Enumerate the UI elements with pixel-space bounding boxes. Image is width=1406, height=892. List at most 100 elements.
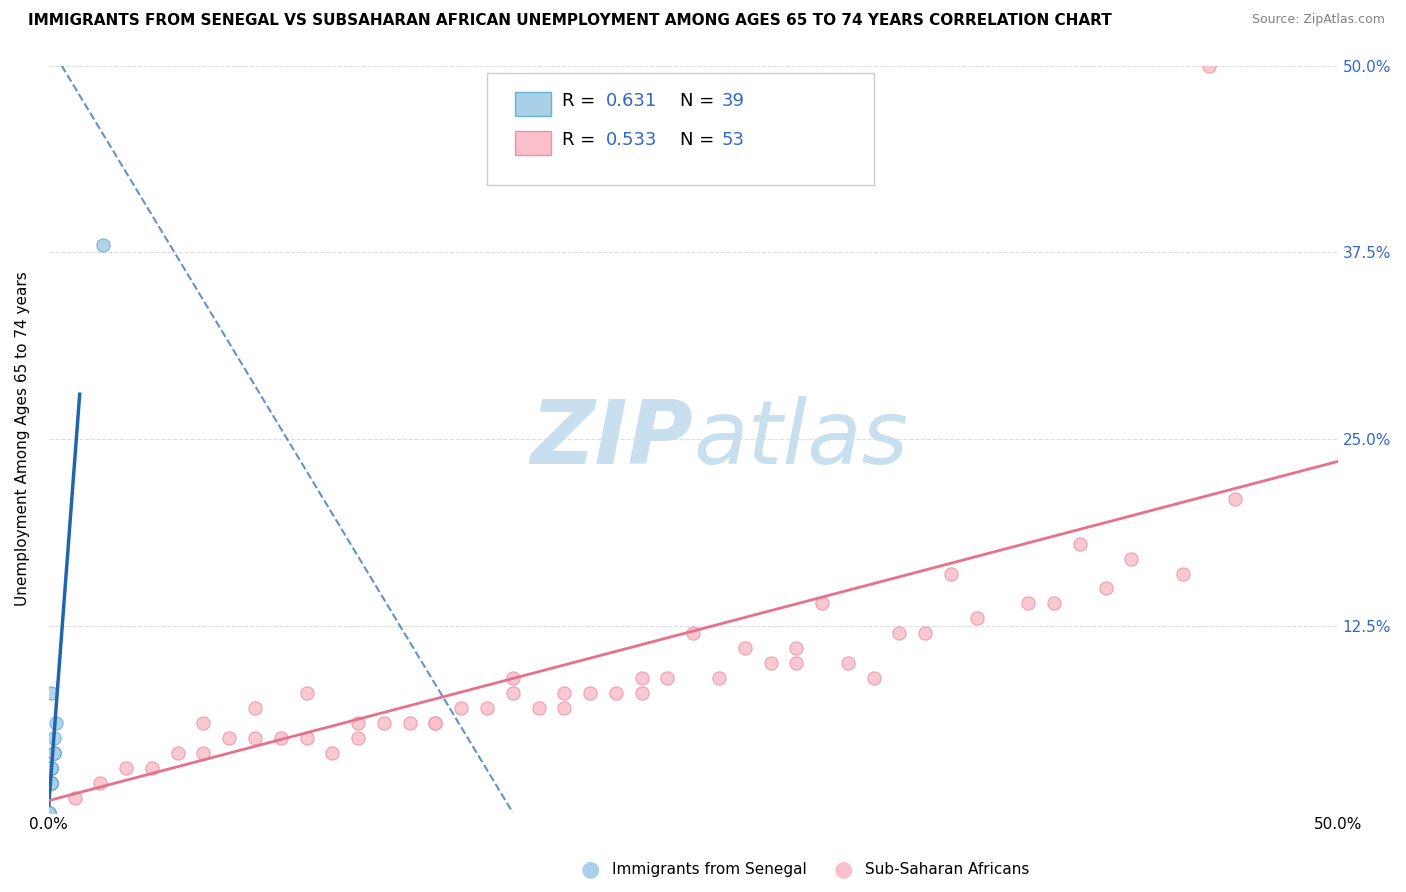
Point (243, 701, 266, 715)
Point (811, 596, 834, 610)
Point (41, 775, 63, 789)
Point (41, 775, 63, 789)
Point (425, 715, 447, 730)
Point (41, 775, 63, 789)
Point (38, 805, 60, 820)
Point (502, 686, 524, 700)
Point (1223, 491, 1246, 506)
Text: N =: N = (681, 93, 720, 111)
Text: R =: R = (562, 93, 600, 111)
Point (321, 746, 343, 760)
Point (42, 746, 65, 760)
Point (450, 701, 472, 715)
Point (295, 731, 318, 745)
Point (425, 715, 447, 730)
Point (41, 775, 63, 789)
Point (141, 761, 163, 775)
Point (475, 701, 498, 715)
Point (38, 805, 60, 820)
Text: ZIP: ZIP (530, 395, 693, 483)
FancyBboxPatch shape (516, 93, 551, 116)
Point (270, 731, 292, 745)
Text: N =: N = (681, 131, 720, 149)
Point (527, 701, 550, 715)
Point (914, 626, 936, 640)
Point (38, 805, 60, 820)
Point (38, 805, 60, 820)
Point (734, 641, 756, 656)
Point (1094, 582, 1116, 596)
Point (502, 671, 524, 685)
Point (41, 775, 63, 789)
Text: atlas: atlas (693, 396, 908, 482)
FancyBboxPatch shape (486, 73, 873, 186)
Point (41, 775, 63, 789)
Point (785, 656, 807, 670)
Point (41, 761, 63, 775)
Point (41, 775, 63, 789)
Point (41, 775, 63, 789)
Text: R =: R = (562, 131, 600, 149)
Point (966, 611, 988, 625)
Point (1069, 536, 1091, 550)
Point (91, 238, 114, 252)
Point (41, 775, 63, 789)
Point (682, 626, 704, 640)
Point (41, 775, 63, 789)
Point (218, 731, 240, 745)
Point (837, 656, 859, 670)
Y-axis label: Unemployment Among Ages 65 to 74 years: Unemployment Among Ages 65 to 74 years (15, 272, 30, 607)
Point (63, 790, 86, 805)
Point (41, 761, 63, 775)
Point (41, 775, 63, 789)
Point (41, 761, 63, 775)
Point (41, 775, 63, 789)
Point (41, 761, 63, 775)
Point (630, 686, 652, 700)
Point (38, 805, 60, 820)
FancyBboxPatch shape (516, 131, 551, 155)
Point (41, 775, 63, 789)
Point (166, 746, 188, 760)
Text: ●: ● (581, 860, 600, 880)
Point (38, 805, 60, 820)
Point (785, 641, 807, 656)
Text: ●: ● (834, 860, 853, 880)
Point (193, 715, 215, 730)
Point (41, 761, 63, 775)
Point (630, 671, 652, 685)
Point (1017, 596, 1039, 610)
Point (373, 715, 395, 730)
Point (347, 731, 370, 745)
Point (939, 566, 962, 581)
Point (42, 746, 65, 760)
Point (42, 746, 65, 760)
Point (243, 731, 266, 745)
Point (42, 731, 65, 745)
Point (1171, 566, 1194, 581)
Point (38, 775, 60, 789)
Point (295, 686, 318, 700)
Point (707, 671, 730, 685)
Point (553, 686, 575, 700)
Text: 0.631: 0.631 (606, 93, 657, 111)
Point (862, 671, 884, 685)
Point (41, 761, 63, 775)
Point (1198, 59, 1220, 73)
Text: Immigrants from Senegal: Immigrants from Senegal (612, 863, 807, 877)
Point (657, 671, 679, 685)
Text: 53: 53 (721, 131, 745, 149)
Text: 0.533: 0.533 (606, 131, 657, 149)
Point (889, 626, 911, 640)
Point (553, 701, 575, 715)
Text: Sub-Saharan Africans: Sub-Saharan Africans (865, 863, 1029, 877)
Point (1121, 551, 1143, 566)
Point (42, 746, 65, 760)
Point (347, 715, 370, 730)
Text: IMMIGRANTS FROM SENEGAL VS SUBSAHARAN AFRICAN UNEMPLOYMENT AMONG AGES 65 TO 74 Y: IMMIGRANTS FROM SENEGAL VS SUBSAHARAN AF… (28, 13, 1112, 29)
Point (41, 775, 63, 789)
Point (41, 775, 63, 789)
Text: 39: 39 (721, 93, 745, 111)
Text: Source: ZipAtlas.com: Source: ZipAtlas.com (1251, 13, 1385, 27)
Point (115, 761, 138, 775)
